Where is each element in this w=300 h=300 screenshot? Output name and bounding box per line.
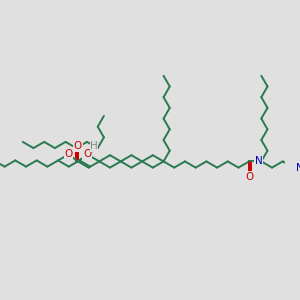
Text: H: H [90,141,98,151]
Text: O: O [65,149,73,159]
Text: O: O [245,172,253,182]
Text: N: N [255,156,262,167]
Text: O: O [74,141,82,151]
Text: N: N [296,163,300,172]
Text: O: O [83,149,91,159]
Text: O: O [74,141,82,151]
